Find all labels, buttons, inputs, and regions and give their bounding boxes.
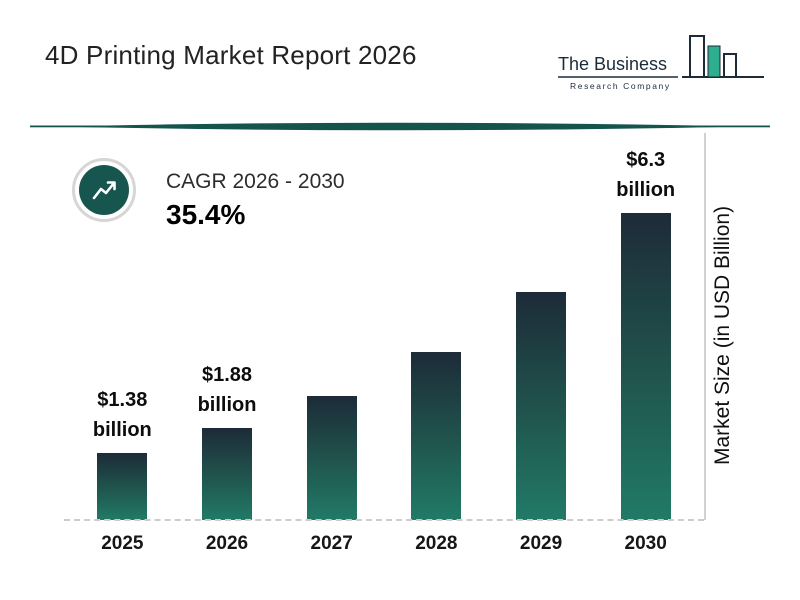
trend-up-icon <box>79 165 129 215</box>
bar-chart: $1.38 billion $1.88 billion $6.3 billion <box>70 145 698 520</box>
bar-column: $1.88 billion <box>175 360 280 520</box>
page-title: 4D Printing Market Report 2026 <box>45 40 417 70</box>
x-axis-baseline <box>64 519 704 521</box>
bar-value-label: $1.38 billion <box>92 389 152 441</box>
x-axis-labels: 2025 2026 2027 2028 2029 2030 <box>70 533 698 555</box>
bar <box>620 213 671 520</box>
company-logo: The Business Research Company <box>556 30 768 109</box>
cagr-value: 35.4% <box>166 199 246 230</box>
x-axis-label: 2026 <box>205 533 249 554</box>
logo-text-line2: Research Company <box>570 81 671 91</box>
cagr-text-block: CAGR 2026 - 2030 35.4% <box>166 170 345 231</box>
y-axis-line <box>704 133 706 520</box>
x-axis-label: 2029 <box>519 533 563 554</box>
bar-column: $1.38 billion <box>70 385 175 520</box>
bar-column <box>279 396 384 520</box>
y-axis-title: Market Size (in USD Billion) <box>711 205 734 465</box>
cagr-label: CAGR 2026 - 2030 <box>166 170 345 193</box>
bar-value-label: $6.3 billion <box>616 149 676 201</box>
bar-column <box>489 292 594 520</box>
bar-column: $6.3 billion <box>593 145 698 520</box>
bar <box>516 292 567 520</box>
bar-value-label: $1.88 billion <box>197 364 257 416</box>
bar <box>306 396 357 520</box>
bar <box>411 352 462 520</box>
x-axis-label: 2025 <box>101 533 144 554</box>
bar-column <box>384 352 489 520</box>
divider-lens <box>30 120 770 134</box>
logo-bars-icon <box>682 35 764 78</box>
cagr-badge <box>72 158 136 222</box>
x-axis-label: 2030 <box>624 533 667 554</box>
bar <box>202 428 252 520</box>
x-axis-label: 2027 <box>310 533 353 554</box>
x-axis-label: 2028 <box>415 533 458 554</box>
logo-text-line1: The Business <box>558 54 667 74</box>
company-logo-graphic: The Business Research Company <box>558 35 764 91</box>
bar <box>97 453 148 520</box>
